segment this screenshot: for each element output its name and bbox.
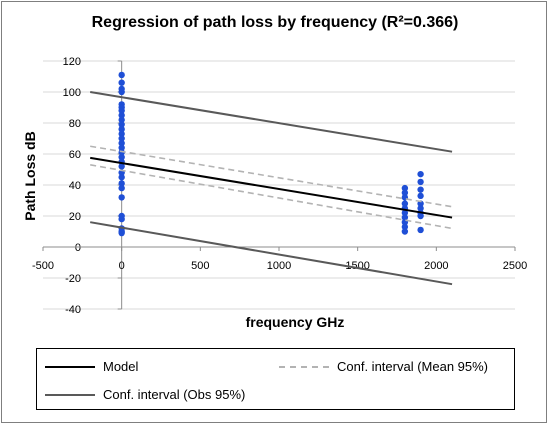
data-point [417, 192, 424, 200]
legend-swatch-model [45, 365, 95, 368]
data-point [118, 144, 125, 151]
y-tick-label: 60 [69, 149, 81, 161]
data-point [401, 200, 409, 207]
y-tick-label: 100 [63, 87, 81, 99]
y-tick-label: 120 [63, 56, 81, 68]
legend-label-obs-ci: Conf. interval (Obs 95%) [103, 387, 246, 402]
mean-ci-line [90, 145, 453, 208]
data-point [118, 126, 125, 133]
x-tick-label: 2000 [424, 260, 448, 272]
data-point [417, 170, 424, 178]
legend-item-mean-ci: Conf. interval (Mean 95%) [279, 359, 488, 374]
data-point [118, 71, 125, 79]
legend-item-model: Model [45, 359, 138, 374]
legend-swatch-obs-ci [45, 393, 95, 396]
data-point [118, 139, 125, 147]
data-point [401, 184, 409, 192]
x-tick-label: -500 [32, 260, 54, 272]
data-point [118, 135, 125, 142]
data-point [417, 226, 424, 234]
data-point [118, 112, 125, 119]
data-point [118, 88, 125, 96]
data-point [118, 116, 125, 124]
data-point [118, 130, 125, 138]
data-point [417, 178, 424, 186]
data-point [401, 189, 409, 196]
x-tick-label: 0 [119, 260, 125, 272]
data-point [118, 174, 125, 181]
data-point [417, 186, 424, 193]
obs-ci-line [90, 221, 453, 286]
data-point [118, 153, 125, 161]
data-point [118, 79, 125, 86]
data-point [401, 214, 409, 221]
data-point [118, 121, 125, 128]
x-tick-label: 1000 [267, 260, 291, 272]
data-point [118, 107, 125, 114]
data-point [118, 215, 125, 223]
data-point [118, 163, 125, 170]
data-point [118, 184, 125, 192]
y-tick-label: 20 [69, 211, 81, 223]
data-point [118, 180, 125, 187]
y-tick-label: 40 [69, 180, 81, 192]
x-tick-label: 500 [191, 260, 209, 272]
legend-swatch-mean-ci [279, 365, 329, 368]
data-point [401, 228, 409, 235]
y-tick-label: -40 [65, 304, 81, 316]
data-point [401, 223, 409, 231]
y-tick-label: -20 [65, 273, 81, 285]
x-tick-label: 2500 [503, 260, 527, 272]
data-point [417, 205, 424, 212]
data-point [118, 194, 125, 201]
data-point [118, 229, 125, 237]
data-point [417, 212, 424, 220]
chart-title: Regression of path loss by frequency (R²… [91, 14, 459, 31]
x-axis-label: frequency GHz [245, 314, 345, 330]
data-point [401, 209, 409, 217]
y-tick-label: 80 [69, 118, 81, 130]
legend-label-model: Model [103, 359, 139, 374]
model-line [90, 156, 453, 219]
y-tick-label: 0 [75, 242, 81, 254]
data-point [417, 200, 424, 207]
obs-ci-line [90, 91, 453, 153]
legend: Model Conf. interval (Mean 95%) Conf. in… [36, 348, 515, 410]
mean-ci-line [90, 164, 453, 230]
legend-label-mean-ci: Conf. interval (Mean 95%) [337, 359, 489, 374]
legend-item-obs-ci: Conf. interval (Obs 95%) [45, 387, 245, 402]
